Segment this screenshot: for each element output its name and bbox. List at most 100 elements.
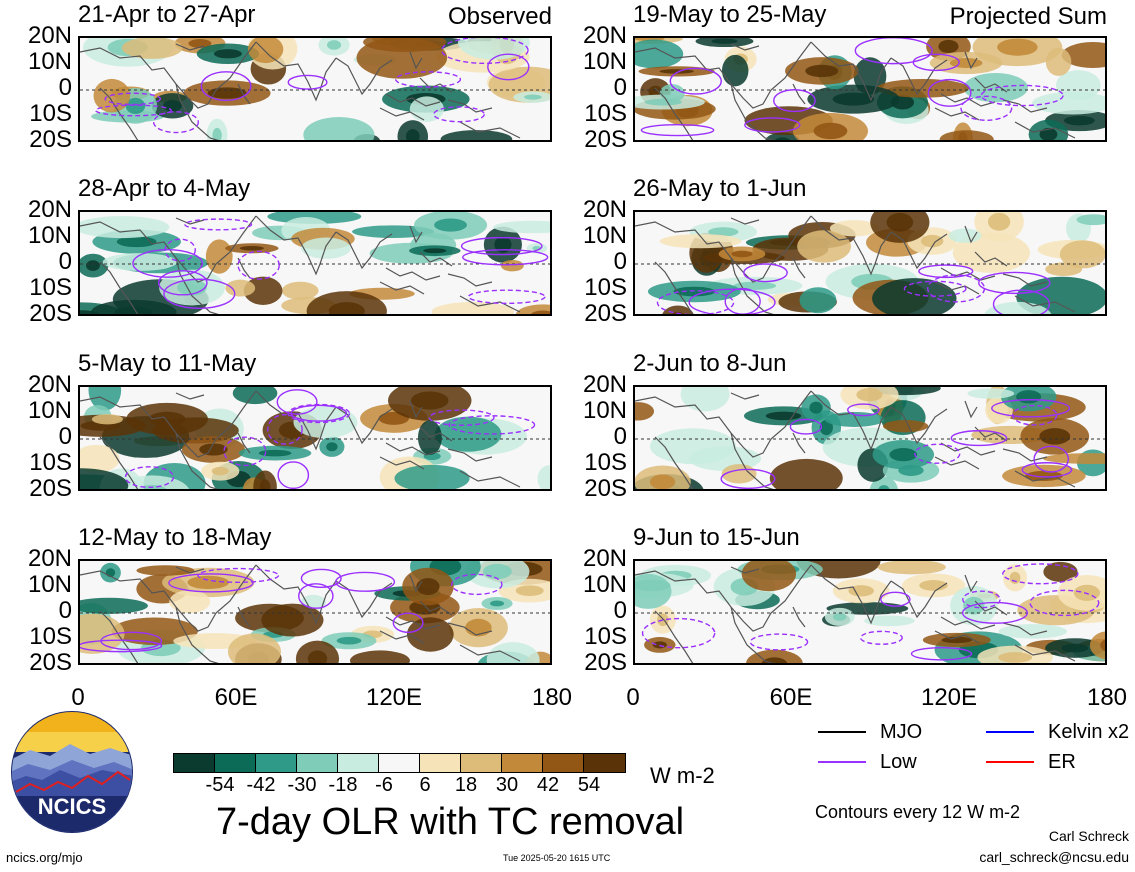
low-contours: [95, 38, 530, 134]
colorbar-tick-label: -6: [375, 774, 393, 796]
longitude-label: 60E: [214, 684, 258, 711]
olr-anomaly-blob: [1045, 47, 1072, 76]
olr-anomaly-blob: [232, 387, 278, 405]
olr-anomaly-core: [1009, 571, 1021, 584]
longitude-label: 180: [1086, 684, 1128, 711]
legend-line-swatch: [986, 761, 1034, 763]
olr-anomaly-blob: [877, 561, 946, 575]
panel-tag: Observed: [447, 3, 552, 30]
olr-anomaly-core: [832, 92, 875, 106]
olr-anomaly-core: [490, 600, 505, 607]
latitude-label: 10N: [27, 571, 72, 598]
olr-anomaly-blob: [91, 414, 123, 425]
olr-anomaly-blob: [984, 301, 1052, 314]
olr-shading: [635, 38, 1105, 140]
olr-anomaly-core: [708, 227, 739, 237]
olr-anomaly-core: [199, 443, 228, 456]
olr-anomaly-blob: [1032, 91, 1105, 115]
logo-text: NCICS: [38, 794, 106, 819]
low-contours: [720, 399, 1073, 489]
olr-anomaly-core: [328, 302, 365, 314]
latitude-label: 10S: [584, 449, 627, 476]
olr-anomaly-core: [1039, 428, 1071, 445]
olr-map-panel: [78, 385, 552, 491]
colorbar-swatch: [297, 754, 338, 772]
longitude-label: 0: [626, 684, 640, 711]
latitude-label: 20S: [584, 475, 627, 502]
olr-anomaly-blob: [500, 259, 524, 272]
olr-anomaly-core: [731, 250, 753, 258]
olr-anomaly-blob: [829, 220, 879, 237]
colorbar-tick-label: 6: [419, 774, 431, 796]
olr-anomaly-core: [326, 442, 338, 452]
olr-anomaly-blob: [281, 281, 319, 300]
colorbar-swatch: [215, 754, 256, 772]
latitude-label: 20S: [584, 126, 627, 153]
olr-anomaly-blob: [1042, 453, 1105, 464]
panel-title: 9-Jun to 15-Jun: [633, 524, 800, 551]
olr-anomaly-core: [649, 474, 676, 489]
latitude-label: 20N: [582, 196, 627, 223]
olr-anomaly-core: [423, 248, 447, 254]
coastlines: [80, 564, 521, 663]
olr-anomaly-core: [416, 578, 440, 595]
olr-anomaly-blob: [493, 220, 550, 234]
latitude-label: 20N: [27, 371, 72, 398]
olr-anomaly-core: [765, 411, 802, 421]
author-email[interactable]: carl_schreck@ncsu.edu: [979, 849, 1129, 865]
olr-anomaly-blob: [431, 301, 515, 314]
olr-anomaly-blob: [394, 464, 470, 489]
olr-anomaly-blob: [876, 78, 969, 98]
latitude-label: 10S: [29, 100, 72, 127]
olr-anomaly-core: [1016, 390, 1042, 404]
olr-anomaly-blob: [225, 279, 256, 297]
colorbar-swatch: [420, 754, 461, 772]
olr-anomaly-blob: [102, 253, 178, 271]
olr-anomaly-blob: [1043, 561, 1078, 582]
olr-anomaly-blob: [303, 117, 375, 140]
olr-anomaly-core: [938, 39, 959, 53]
olr-anomaly-blob: [247, 38, 284, 64]
olr-anomaly-blob: [1061, 42, 1105, 69]
latitude-label: 20S: [29, 126, 72, 153]
olr-anomaly-core: [813, 122, 848, 140]
olr-anomaly-core: [163, 100, 182, 112]
olr-anomaly-blob: [635, 573, 672, 609]
olr-anomaly-blob: [769, 458, 843, 489]
colorbar-swatch: [256, 754, 297, 772]
olr-anomaly-blob: [349, 650, 410, 663]
olr-anomaly-blob: [635, 39, 684, 69]
olr-anomaly-blob: [864, 615, 915, 627]
legend-label: Low: [880, 751, 917, 773]
latitude-label: 10N: [582, 397, 627, 424]
olr-map-panel: [633, 36, 1107, 142]
olr-anomaly-core: [177, 279, 207, 296]
latitude-label: 0: [58, 423, 72, 450]
olr-anomaly-blob: [882, 419, 929, 433]
olr-anomaly-core: [1025, 470, 1063, 481]
olr-anomaly-core: [148, 411, 186, 427]
olr-anomaly-blob: [80, 468, 129, 489]
colorbar-tick-label: 18: [454, 774, 478, 796]
latitude-label: 0: [613, 423, 627, 450]
olr-anomaly-blob: [301, 237, 351, 259]
colorbar-tick-label: -18: [328, 774, 358, 796]
latitude-label: 0: [613, 248, 627, 275]
latitude-label: 0: [58, 597, 72, 624]
panel-title: 28-Apr to 4-May: [78, 175, 251, 202]
legend-label: ER: [1048, 751, 1076, 773]
site-link[interactable]: ncics.org/mjo: [6, 850, 83, 865]
low-contours: [640, 38, 1064, 137]
colorbar-swatch: [461, 754, 502, 772]
olr-anomaly-blob: [1045, 262, 1083, 277]
ncics-logo: NCICS: [10, 710, 134, 834]
colorbar-tick-label: 42: [536, 774, 560, 796]
longitude-label: 180: [531, 684, 573, 711]
olr-anomaly-blob: [111, 617, 198, 646]
latitude-label: 10S: [584, 623, 627, 650]
olr-anomaly-core: [494, 236, 512, 253]
latitude-label: 10N: [582, 571, 627, 598]
latitude-label: 20N: [582, 22, 627, 49]
olr-anomaly-blob: [649, 428, 736, 465]
latitude-label: 20S: [29, 300, 72, 327]
